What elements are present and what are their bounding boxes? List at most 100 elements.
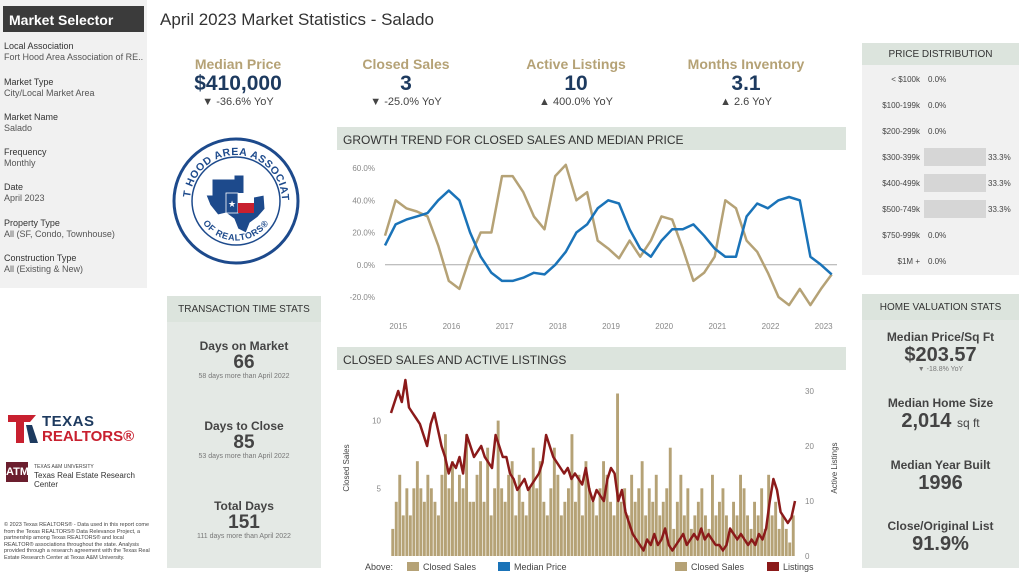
filter-construction-type[interactable]: Construction Type All (Existing & New) <box>4 253 146 275</box>
price-range-label: < $100k <box>891 75 920 84</box>
closed-sales-bar <box>654 474 658 556</box>
filter-property-type[interactable]: Property Type All (SF, Condo, Townhouse) <box>4 218 146 240</box>
closed-sales-bar <box>577 474 581 556</box>
filter-date[interactable]: Date April 2023 <box>4 182 146 204</box>
tamu-mark-icon: ATM <box>6 462 29 482</box>
tamu-small-text: TEXAS A&M UNIVERSITY <box>34 464 94 470</box>
legend-listings: Listings <box>767 562 814 572</box>
y-right-tick-label: 30 <box>805 387 814 396</box>
price-distribution-row: $200-299k 0.0% <box>862 118 1019 144</box>
closed-sales-bar <box>637 488 641 556</box>
y-right-axis-label: Active Listings <box>830 442 839 493</box>
filter-value: All (SF, Condo, Townhouse) <box>4 229 115 239</box>
y-tick-label: 10 <box>372 417 381 426</box>
y-tick-label: -20.0% <box>350 293 375 302</box>
x-tick-label: 2015 <box>389 322 407 331</box>
kpi-value: 3.1 <box>731 72 761 95</box>
x-tick-label: 2020 <box>655 322 673 331</box>
star-icon: ★ <box>228 199 236 209</box>
price-distribution-percent: 0.0% <box>928 127 947 136</box>
kpi-change: ▲ 2.6 YoY <box>720 96 772 108</box>
price-distribution-bar <box>924 200 986 218</box>
price-distribution-percent: 0.0% <box>928 257 947 266</box>
closed-sales-bar <box>496 420 500 556</box>
filter-market-type[interactable]: Market Type City/Local Market Area <box>4 77 146 99</box>
closed-sales-bar <box>791 515 795 556</box>
closed-sales-bar <box>454 501 458 556</box>
closed-sales-bar <box>391 528 395 556</box>
y-tick-label: 5 <box>377 484 382 493</box>
closed-sales-bar <box>584 461 588 556</box>
closed-sales-bar <box>451 461 454 556</box>
closed-sales-bar <box>686 488 690 556</box>
closed-sales-bar <box>412 488 416 556</box>
closed-sales-bar <box>405 488 409 556</box>
closed-sales-bar <box>788 542 792 556</box>
page-title: April 2023 Market Statistics - Salado <box>160 10 435 29</box>
closed-sales-bar <box>707 528 711 556</box>
filter-market-name[interactable]: Market Name Salado <box>4 112 146 134</box>
closed-sales-bar <box>458 474 461 556</box>
closed-sales-bar <box>770 515 774 556</box>
median-price-sqft-stat: Median Price/Sq Ft $203.57 ▼ -18.8% YoY <box>862 330 1019 373</box>
filter-value: Monthly <box>4 158 36 168</box>
stat-value: 85 <box>233 432 255 453</box>
kpi-name: Closed Sales <box>362 56 450 72</box>
closed-sales-bar <box>781 515 785 556</box>
legend-swatch <box>498 562 510 571</box>
closed-sales-bar <box>503 501 507 556</box>
closed-sales-bar <box>538 461 542 556</box>
median-year-built-stat: Median Year Built 1996 <box>862 458 1019 494</box>
price-distribution-percent: 0.0% <box>928 101 947 110</box>
price-range-label: $400-499k <box>882 179 920 188</box>
closed-sales-bar <box>718 501 721 556</box>
copyright-footer: © 2023 Texas REALTORS® - Data used in th… <box>4 522 150 561</box>
closed-sales-bar <box>433 501 437 556</box>
price-distribution-percent: 33.3% <box>988 153 1011 162</box>
closed-sales-bar <box>700 488 704 556</box>
filter-frequency[interactable]: Frequency Monthly <box>4 147 146 169</box>
y-tick-label: 60.0% <box>352 164 375 173</box>
legend-closed-sales: Closed Sales <box>407 562 476 572</box>
filter-label: Date <box>4 182 24 192</box>
kpi-change: ▼ -25.0% YoY <box>370 96 442 108</box>
price-range-label: $750-999k <box>882 231 920 240</box>
stat-name: Median Year Built <box>890 458 991 472</box>
closed-sales-bar <box>475 474 479 556</box>
listings-line <box>389 378 797 552</box>
closed-sales-bar <box>742 488 746 556</box>
closed-sales-bar <box>704 515 707 556</box>
filter-label: Market Type <box>4 77 54 87</box>
legend-swatch <box>767 562 779 571</box>
series-line-median-price <box>383 189 833 283</box>
price-range-label: $300-399k <box>882 153 920 162</box>
closed-sales-bar <box>725 515 728 556</box>
closed-sales-bar <box>609 501 612 556</box>
home-valuation-title: HOME VALUATION STATS <box>862 294 1019 320</box>
closed-sales-bar <box>444 434 447 556</box>
filter-local-association[interactable]: Local Association Fort Hood Area Associat… <box>4 41 146 63</box>
stat-name: Days to Close <box>204 419 284 433</box>
closed-sales-bar <box>623 488 627 556</box>
closed-sales-bar <box>658 515 662 556</box>
closed-sales-bar <box>447 488 451 556</box>
closed-sales-bar <box>401 515 405 556</box>
closed-sales-bar <box>595 515 598 556</box>
closed-sales-bar <box>763 528 767 556</box>
closed-sales-bar <box>732 501 735 556</box>
closed-sales-bar <box>426 474 430 556</box>
closed-sales-bar <box>735 515 739 556</box>
closed-sales-bar <box>598 488 602 556</box>
fort-hood-association-logo: FORT HOOD AREA ASSOCIATION OF REALTORS® … <box>172 137 300 265</box>
closed-sales-bar <box>661 501 665 556</box>
filter-value: April 2023 <box>4 193 45 203</box>
kpi-change: ▲ 400.0% YoY <box>539 96 613 108</box>
transaction-stats-panel <box>167 296 321 568</box>
growth-trend-chart: 60.0% 40.0% 20.0% 0.0% -20.0% 2015 2016 2017 201… <box>350 163 837 331</box>
kpi-months-inventory: Months Inventory 3.1 ▲ 2.6 YoY <box>666 56 826 108</box>
legend-above-label: Above: <box>365 562 394 572</box>
closed-sales-bar <box>437 515 440 556</box>
x-tick-label: 2018 <box>549 322 567 331</box>
closed-sales-bar <box>567 488 570 556</box>
legend-label: Listings <box>783 562 814 572</box>
